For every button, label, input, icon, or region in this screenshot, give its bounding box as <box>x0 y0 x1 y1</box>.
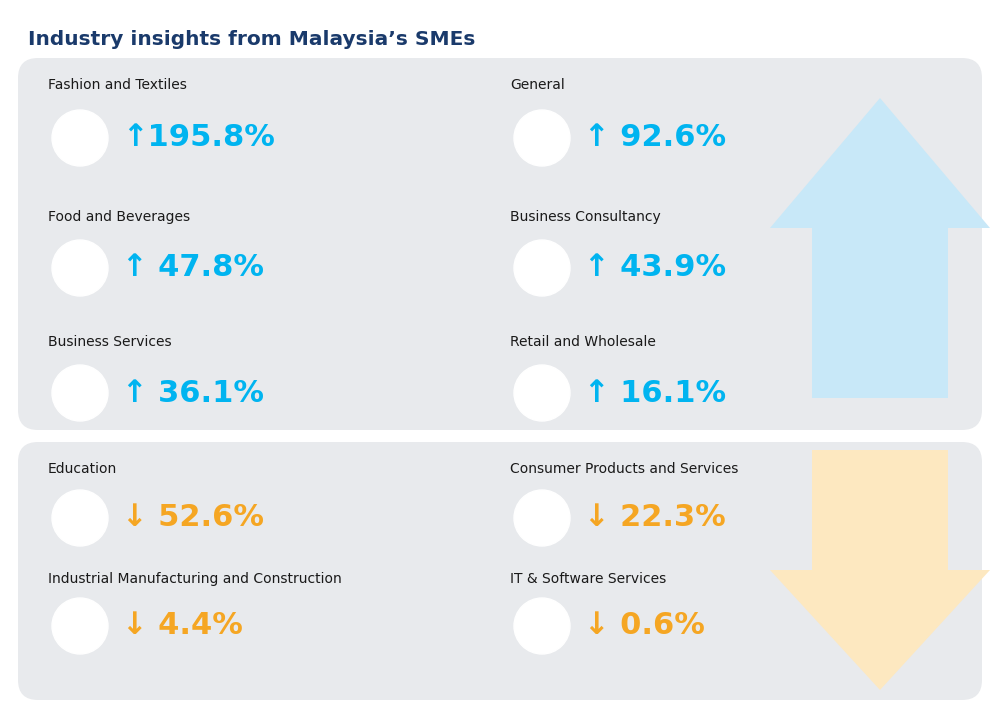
Circle shape <box>52 240 108 296</box>
Text: ↑ 92.6%: ↑ 92.6% <box>584 123 726 153</box>
Circle shape <box>52 110 108 166</box>
Polygon shape <box>770 450 990 690</box>
FancyBboxPatch shape <box>18 58 982 430</box>
Text: ↓ 4.4%: ↓ 4.4% <box>122 612 243 640</box>
FancyBboxPatch shape <box>18 442 982 700</box>
Text: ↓ 0.6%: ↓ 0.6% <box>584 612 705 640</box>
Text: Business Consultancy: Business Consultancy <box>510 210 661 224</box>
Circle shape <box>514 365 570 421</box>
Text: General: General <box>510 78 565 92</box>
Text: ↑ 16.1%: ↑ 16.1% <box>584 379 726 408</box>
Text: Business Services: Business Services <box>48 335 172 349</box>
Text: Food and Beverages: Food and Beverages <box>48 210 190 224</box>
Text: ↑ 36.1%: ↑ 36.1% <box>122 379 264 408</box>
Circle shape <box>514 110 570 166</box>
Circle shape <box>514 240 570 296</box>
Circle shape <box>52 365 108 421</box>
Circle shape <box>514 490 570 546</box>
Circle shape <box>52 598 108 654</box>
Text: Education: Education <box>48 462 117 476</box>
Text: Consumer Products and Services: Consumer Products and Services <box>510 462 738 476</box>
Text: ↑195.8%: ↑195.8% <box>122 123 275 153</box>
Text: Industry insights from Malaysia’s SMEs: Industry insights from Malaysia’s SMEs <box>28 30 475 49</box>
Text: ↓ 52.6%: ↓ 52.6% <box>122 503 264 533</box>
Text: Industrial Manufacturing and Construction: Industrial Manufacturing and Constructio… <box>48 572 342 586</box>
Text: ↑ 47.8%: ↑ 47.8% <box>122 254 264 282</box>
Polygon shape <box>770 98 990 398</box>
Circle shape <box>514 598 570 654</box>
Text: ↑ 43.9%: ↑ 43.9% <box>584 254 726 282</box>
Text: ↓ 22.3%: ↓ 22.3% <box>584 503 726 533</box>
Text: Retail and Wholesale: Retail and Wholesale <box>510 335 656 349</box>
Text: IT & Software Services: IT & Software Services <box>510 572 666 586</box>
Text: Fashion and Textiles: Fashion and Textiles <box>48 78 187 92</box>
Circle shape <box>52 490 108 546</box>
